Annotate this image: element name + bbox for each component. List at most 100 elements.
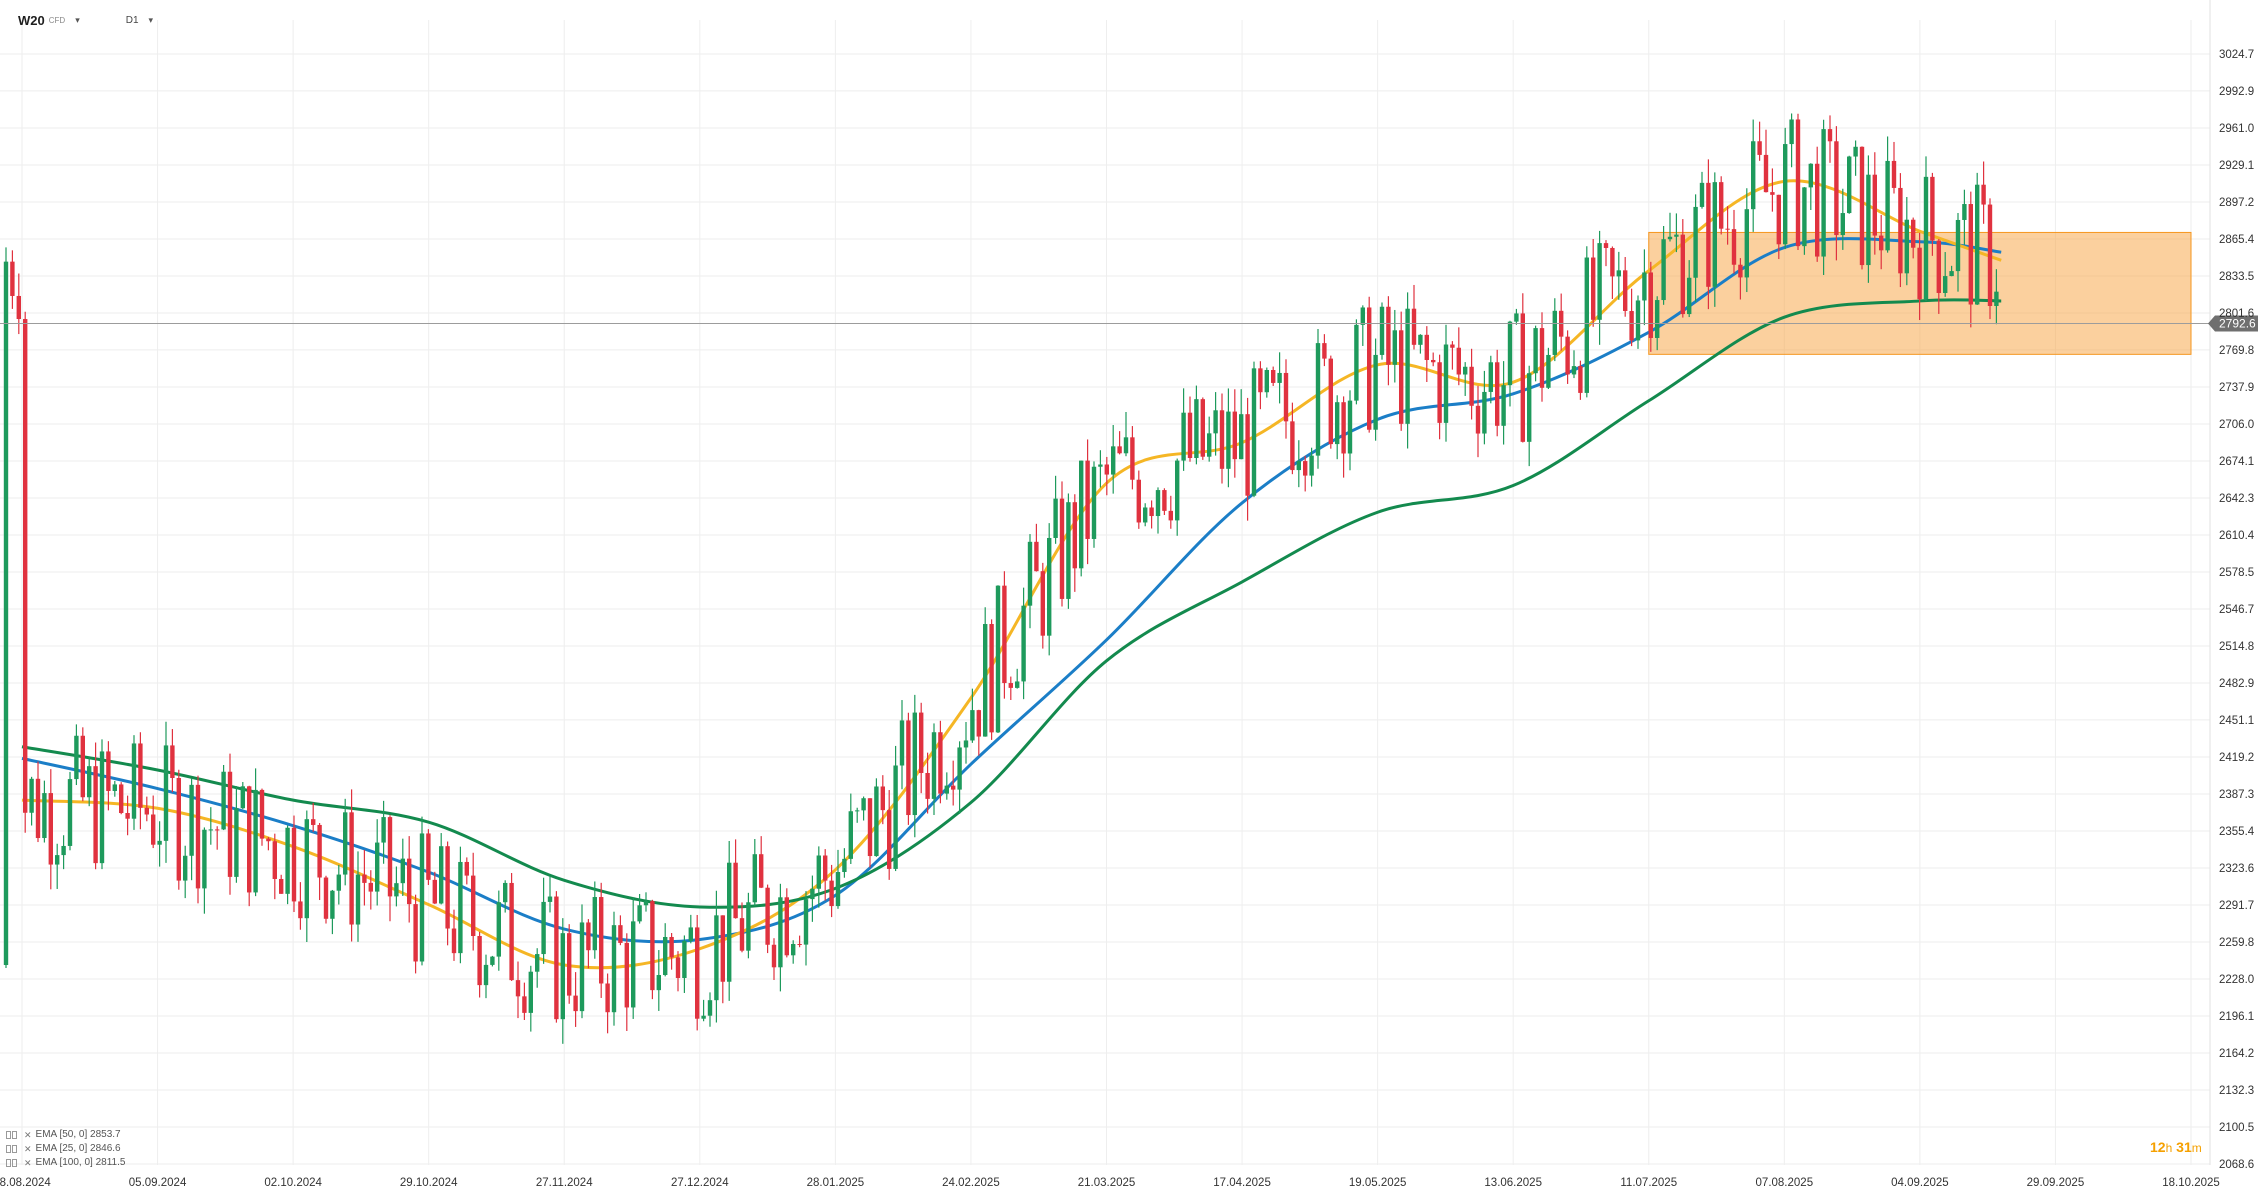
candle-body bbox=[1155, 490, 1161, 517]
price-axis[interactable]: 3024.7 2992.9 2961.0 2929.1 2897.2 2865.4 2833… bbox=[2219, 49, 2255, 1171]
candle-body bbox=[381, 817, 386, 843]
candle-body bbox=[1251, 368, 1257, 496]
candle-body bbox=[983, 624, 988, 737]
candle-body bbox=[375, 842, 380, 892]
candle-body bbox=[778, 897, 783, 968]
candle-body bbox=[1706, 182, 1711, 287]
close-icon[interactable]: ✕ bbox=[24, 1130, 32, 1140]
candle-body bbox=[176, 778, 181, 881]
candle-body bbox=[221, 771, 226, 830]
indicator-settings-icon[interactable] bbox=[6, 1158, 20, 1168]
candle-body bbox=[567, 933, 572, 996]
candle-body bbox=[1175, 460, 1180, 521]
y-tick-label: 2164.2 bbox=[2219, 1048, 2254, 1060]
candle-body bbox=[810, 888, 815, 900]
candle-body bbox=[1488, 362, 1493, 392]
symbol-label[interactable]: W20 bbox=[18, 12, 45, 28]
candle-body bbox=[1290, 421, 1295, 471]
candles bbox=[3, 113, 1999, 1044]
candle-body bbox=[803, 899, 809, 945]
time-axis[interactable]: 08.08.2024 05.09.2024 02.10.2024 29.10.2024… bbox=[0, 1177, 2220, 1189]
candle-body bbox=[1981, 184, 1986, 205]
candle-body bbox=[1091, 466, 1097, 539]
candle-body bbox=[477, 936, 482, 986]
candle-body bbox=[637, 905, 642, 922]
candle-body bbox=[624, 942, 629, 1008]
candle-body bbox=[1117, 446, 1122, 454]
legend-item-ema50[interactable]: ✕ EMA [50, 0] 2853.7 bbox=[6, 1128, 125, 1142]
legend-item-ema25[interactable]: ✕ EMA [25, 0] 2846.6 bbox=[6, 1142, 125, 1156]
candle-body bbox=[906, 720, 911, 816]
indicator-settings-icon[interactable] bbox=[6, 1144, 20, 1154]
y-tick-label: 2451.1 bbox=[2219, 715, 2254, 727]
candle-body bbox=[1456, 347, 1461, 375]
candle-body bbox=[1475, 405, 1481, 434]
candle-body bbox=[1034, 541, 1039, 572]
x-tick-label: 24.02.2025 bbox=[942, 1177, 1000, 1189]
legend-item-ema100[interactable]: ✕ EMA [100, 0] 2811.5 bbox=[6, 1156, 125, 1170]
chevron-down-icon[interactable]: ▾ bbox=[148, 14, 154, 25]
candle-body bbox=[93, 766, 98, 864]
y-tick-label: 2323.6 bbox=[2219, 863, 2254, 875]
candle-body bbox=[727, 862, 732, 982]
candle-body bbox=[656, 975, 661, 991]
candle-body bbox=[1053, 498, 1058, 538]
indicator-settings-icon[interactable] bbox=[6, 1130, 20, 1140]
candle-body bbox=[259, 789, 265, 839]
candle-body bbox=[1085, 460, 1090, 539]
candle-body bbox=[1661, 239, 1666, 301]
candle-body bbox=[1373, 354, 1378, 430]
candle-body bbox=[1264, 370, 1269, 393]
x-tick-label: 17.04.2025 bbox=[1213, 1177, 1271, 1189]
candle-body bbox=[1949, 271, 1954, 277]
candle-body bbox=[1738, 264, 1743, 278]
candle-body bbox=[1271, 370, 1276, 383]
candle-body bbox=[1667, 236, 1673, 240]
symbol-type: CFD bbox=[48, 15, 66, 25]
candle-body bbox=[1277, 372, 1282, 383]
y-tick-label: 2833.5 bbox=[2219, 271, 2254, 283]
x-tick-label: 27.12.2024 bbox=[671, 1177, 729, 1189]
candle-body bbox=[1335, 402, 1340, 445]
candle-body bbox=[1386, 306, 1391, 365]
candle-body bbox=[893, 765, 898, 869]
y-tick-label: 2610.4 bbox=[2219, 530, 2255, 542]
candle-body bbox=[823, 855, 828, 881]
candle-body bbox=[995, 585, 1001, 733]
candle-body bbox=[938, 732, 943, 794]
candle-body bbox=[195, 784, 201, 889]
candle-body bbox=[1258, 368, 1263, 393]
close-icon[interactable]: ✕ bbox=[24, 1144, 32, 1154]
candle-body bbox=[1232, 411, 1237, 460]
candle-body bbox=[1098, 464, 1103, 467]
candle-body bbox=[1616, 270, 1621, 277]
current-price-line: 2792.6 bbox=[0, 315, 2258, 332]
candle-body bbox=[1923, 176, 1929, 300]
candle-body bbox=[1130, 437, 1135, 480]
candle-body bbox=[669, 936, 674, 958]
y-tick-label: 2387.3 bbox=[2219, 789, 2254, 801]
candle-body bbox=[1565, 336, 1570, 375]
grid bbox=[0, 0, 2211, 1165]
candle-body bbox=[234, 808, 239, 877]
candle-body bbox=[445, 846, 450, 929]
candle-body bbox=[509, 882, 514, 981]
timer-hours-unit: h bbox=[2165, 1141, 2173, 1155]
candle-body bbox=[1213, 410, 1218, 434]
chart-toolbar: W20 CFD ▾ D1 ▾ bbox=[18, 8, 153, 32]
candle-body bbox=[343, 812, 348, 875]
candle-body bbox=[1821, 129, 1826, 257]
close-icon[interactable]: ✕ bbox=[24, 1158, 32, 1168]
timeframe-label[interactable]: D1 bbox=[125, 14, 139, 26]
chevron-down-icon[interactable]: ▾ bbox=[75, 14, 80, 25]
candle-body bbox=[464, 861, 469, 876]
y-tick-label: 2514.8 bbox=[2219, 641, 2254, 653]
candle-body bbox=[1578, 366, 1583, 393]
candle-body bbox=[266, 838, 271, 842]
candle-body bbox=[1712, 182, 1717, 287]
candle-body bbox=[631, 921, 636, 1008]
candle-body bbox=[1533, 328, 1538, 374]
candle-body bbox=[1347, 400, 1353, 454]
